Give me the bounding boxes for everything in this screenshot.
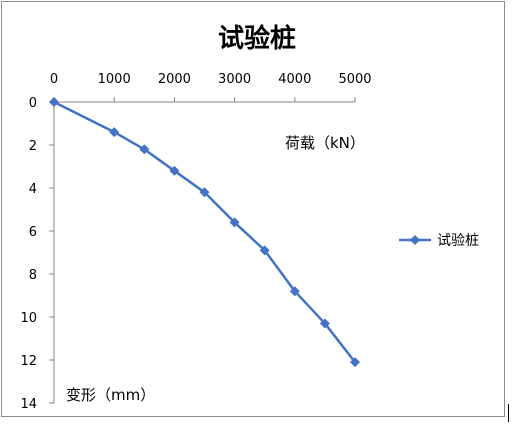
legend: 试验桩 — [399, 232, 479, 249]
y-tick-label: 12 — [20, 354, 37, 369]
edge-mark — [508, 404, 509, 422]
x-axis-title: 荷载（kN） — [285, 134, 365, 152]
x-axis: 0 1000 2000 3000 4000 5000 — [50, 72, 372, 103]
y-tick-label: 6 — [29, 225, 37, 240]
chart-title: 试验桩 — [218, 23, 296, 54]
y-tick-label: 8 — [29, 268, 37, 283]
x-tick-label: 2000 — [158, 72, 191, 87]
x-tick-label: 0 — [50, 72, 58, 87]
x-tick-label: 4000 — [278, 72, 311, 87]
chart-area — [1, 1, 505, 417]
data-point — [259, 245, 270, 256]
series-line — [53, 100, 356, 363]
x-tick-label: 3000 — [218, 72, 251, 87]
legend-label: 试验桩 — [437, 232, 479, 249]
data-point — [289, 286, 300, 297]
data-point — [109, 127, 120, 138]
data-point — [319, 318, 330, 329]
data-point — [169, 165, 180, 176]
y-tick-label: 14 — [20, 397, 37, 412]
data-point — [199, 187, 210, 198]
data-point — [139, 144, 150, 155]
data-point — [229, 217, 240, 228]
data-point — [49, 97, 59, 107]
y-tick-label: 0 — [29, 96, 37, 111]
series-layer — [49, 97, 360, 368]
legend-marker — [410, 235, 420, 245]
x-tick-label: 5000 — [338, 72, 371, 87]
y-tick-label: 2 — [29, 139, 37, 154]
y-tick-label: 10 — [20, 311, 37, 326]
y-axis-title: 变形（mm） — [66, 386, 155, 404]
x-tick-label: 1000 — [98, 72, 131, 87]
data-point — [350, 357, 360, 368]
y-axis: 0 2 4 6 8 10 12 14 — [20, 96, 55, 412]
y-tick-label: 4 — [29, 182, 37, 197]
